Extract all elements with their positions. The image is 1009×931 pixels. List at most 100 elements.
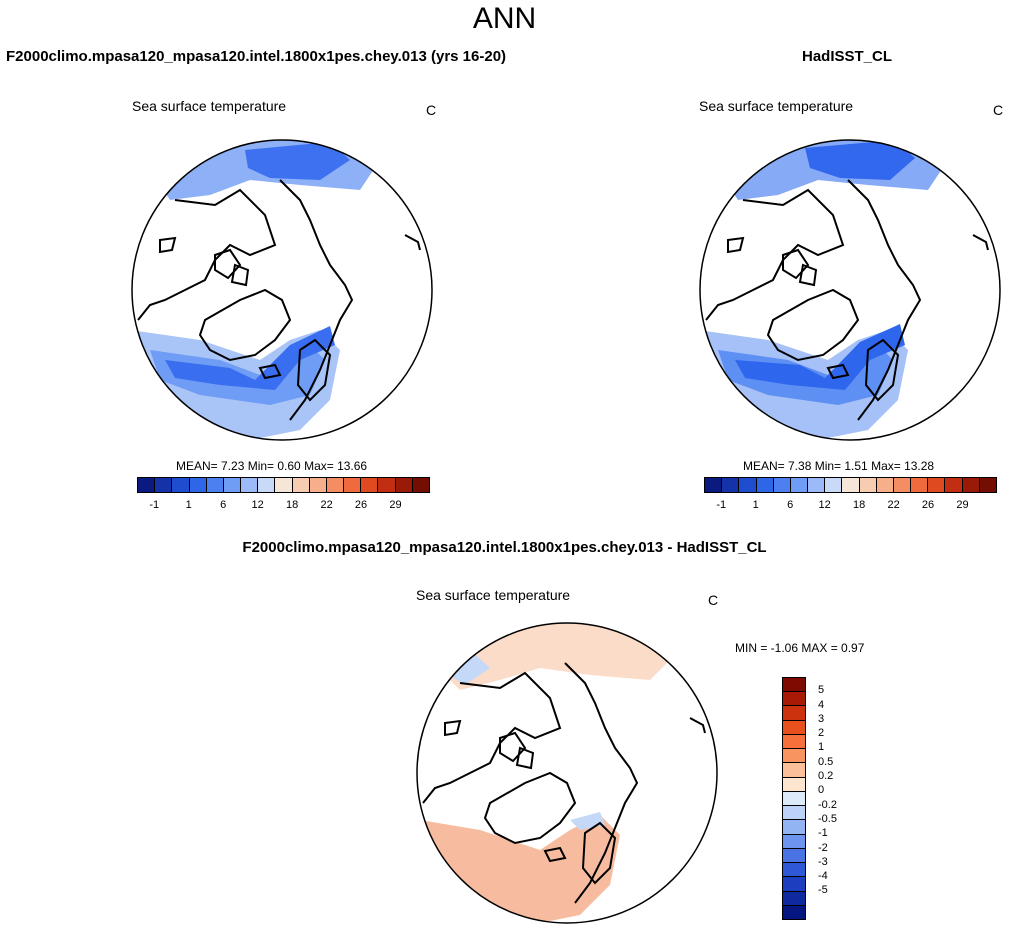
colorbar-tick-label: 18 xyxy=(285,499,299,511)
colorbar-tick-label: 6 xyxy=(220,499,227,511)
left-atlantic-sst-deep xyxy=(165,326,335,390)
colorbar-swatch xyxy=(783,791,805,807)
colorbar-tick-label: 22 xyxy=(320,499,333,511)
diff-coastline-eurasia xyxy=(564,662,639,904)
colorbar-swatch xyxy=(309,478,327,492)
colorbar-swatch xyxy=(945,478,963,492)
colorbar-tick-label: -0.5 xyxy=(818,812,837,825)
colorbar-swatch xyxy=(412,478,429,492)
right-coastline-north-america xyxy=(705,188,845,321)
colorbar-swatch xyxy=(859,478,877,492)
colorbar-swatch xyxy=(722,478,740,492)
colorbar-tick-label: 12 xyxy=(818,499,831,511)
colorbar-tick-label: -1 xyxy=(818,827,828,840)
right-iceland xyxy=(826,363,850,380)
left-pacific-sst-warm xyxy=(245,142,350,180)
colorbar-swatch xyxy=(783,692,805,707)
right-polar-map xyxy=(699,139,1001,441)
colorbar-swatch xyxy=(395,478,413,492)
colorbar-tick-label: 26 xyxy=(921,499,935,511)
colorbar-tick-label: 22 xyxy=(887,499,900,511)
colorbar-swatch xyxy=(223,478,242,492)
colorbar-swatch xyxy=(783,806,805,821)
colorbar-swatch xyxy=(783,734,805,750)
diff-stats: MIN = -1.06 MAX = 0.97 xyxy=(735,641,865,655)
colorbar-swatch xyxy=(876,478,894,492)
colorbar-tick-label: -1 xyxy=(149,499,160,511)
colorbar-tick-label: -3 xyxy=(818,855,828,868)
left-colorbar-ticks: -1 1 6 12 18 22 26 29 xyxy=(137,499,430,513)
left-panel-title: F2000climo.mpasa120_mpasa120.intel.1800x… xyxy=(6,48,507,65)
colorbar-tick-label: 29 xyxy=(389,499,402,511)
colorbar-swatch xyxy=(783,763,805,778)
diff-coastline-archipelago xyxy=(444,719,535,770)
colorbar-swatch xyxy=(361,478,379,492)
colorbar-tick-label: -0.2 xyxy=(818,798,837,811)
right-units-label: C xyxy=(993,102,1004,118)
left-units-label: C xyxy=(426,102,437,118)
colorbar-swatch xyxy=(326,478,345,492)
colorbar-swatch xyxy=(783,720,805,735)
colorbar-swatch xyxy=(962,478,980,492)
colorbar-swatch xyxy=(783,706,805,721)
colorbar-swatch xyxy=(378,478,396,492)
diff-coastline-scandinavia xyxy=(581,821,617,885)
left-coastline-greenland xyxy=(198,288,292,362)
colorbar-swatch xyxy=(756,478,774,492)
diff-atlantic-warm xyxy=(420,815,620,923)
left-coastline-eurasia xyxy=(279,179,354,421)
colorbar-swatch xyxy=(783,834,805,849)
colorbar-swatch xyxy=(258,478,276,492)
colorbar-tick-label: 0.2 xyxy=(818,770,834,783)
left-iceland xyxy=(258,363,282,380)
colorbar-tick-label: 0 xyxy=(818,784,825,797)
diff-units-label: C xyxy=(708,592,719,608)
colorbar-swatch xyxy=(783,877,805,892)
colorbar-swatch xyxy=(825,478,843,492)
left-polar-map xyxy=(131,139,433,441)
colorbar-swatch xyxy=(783,820,805,835)
colorbar-tick-label: 3 xyxy=(818,712,825,725)
right-coastline-archipelago xyxy=(727,236,818,287)
colorbar-tick-label: 4 xyxy=(818,698,825,711)
colorbar-swatch xyxy=(842,478,860,492)
colorbar-tick-label: 1 xyxy=(752,499,759,511)
colorbar-swatch xyxy=(739,478,757,492)
right-coastline-eurasia xyxy=(847,179,922,421)
colorbar-tick-label: 0.5 xyxy=(818,755,834,768)
colorbar-tick-label: 1 xyxy=(185,499,192,511)
colorbar-swatch xyxy=(783,848,805,864)
colorbar-swatch xyxy=(275,478,293,492)
colorbar-tick-label: 29 xyxy=(956,499,969,511)
colorbar-tick-label: 1 xyxy=(818,741,825,754)
right-map-border xyxy=(699,139,1001,441)
colorbar-swatch xyxy=(808,478,826,492)
right-panel-title: HadISST_CL xyxy=(802,48,893,65)
colorbar-tick-label: -2 xyxy=(818,841,828,854)
colorbar-swatch xyxy=(783,891,805,906)
right-colorbar xyxy=(704,477,997,493)
colorbar-tick-label: 26 xyxy=(354,499,368,511)
colorbar-tick-label: 5 xyxy=(818,684,825,697)
colorbar-swatch xyxy=(893,478,912,492)
colorbar-tick-label: -4 xyxy=(818,870,828,883)
colorbar-swatch xyxy=(783,777,805,792)
diff-colorbar-ticks: 5 4 3 2 1 0.5 0.2 0 -0.2 -0.5 -1 -2 -3 -4 -5 xyxy=(818,677,858,920)
left-stats: MEAN= 7.23 Min= 0.60 Max= 13.66 xyxy=(176,459,368,473)
colorbar-swatch xyxy=(783,749,805,764)
right-variable-label: Sea surface temperature xyxy=(699,98,854,114)
colorbar-tick-label: -1 xyxy=(716,499,727,511)
colorbar-swatch xyxy=(292,478,310,492)
left-colorbar xyxy=(137,477,430,493)
diff-iceland xyxy=(543,846,567,863)
diff-colorbar xyxy=(782,677,806,920)
left-kamchatka xyxy=(404,234,421,251)
colorbar-tick-label: 12 xyxy=(251,499,264,511)
diff-coastline-greenland xyxy=(483,771,577,845)
colorbar-swatch xyxy=(783,678,805,693)
colorbar-swatch xyxy=(783,905,805,919)
colorbar-swatch xyxy=(911,478,929,492)
colorbar-swatch xyxy=(979,478,996,492)
colorbar-tick-label: 6 xyxy=(787,499,794,511)
